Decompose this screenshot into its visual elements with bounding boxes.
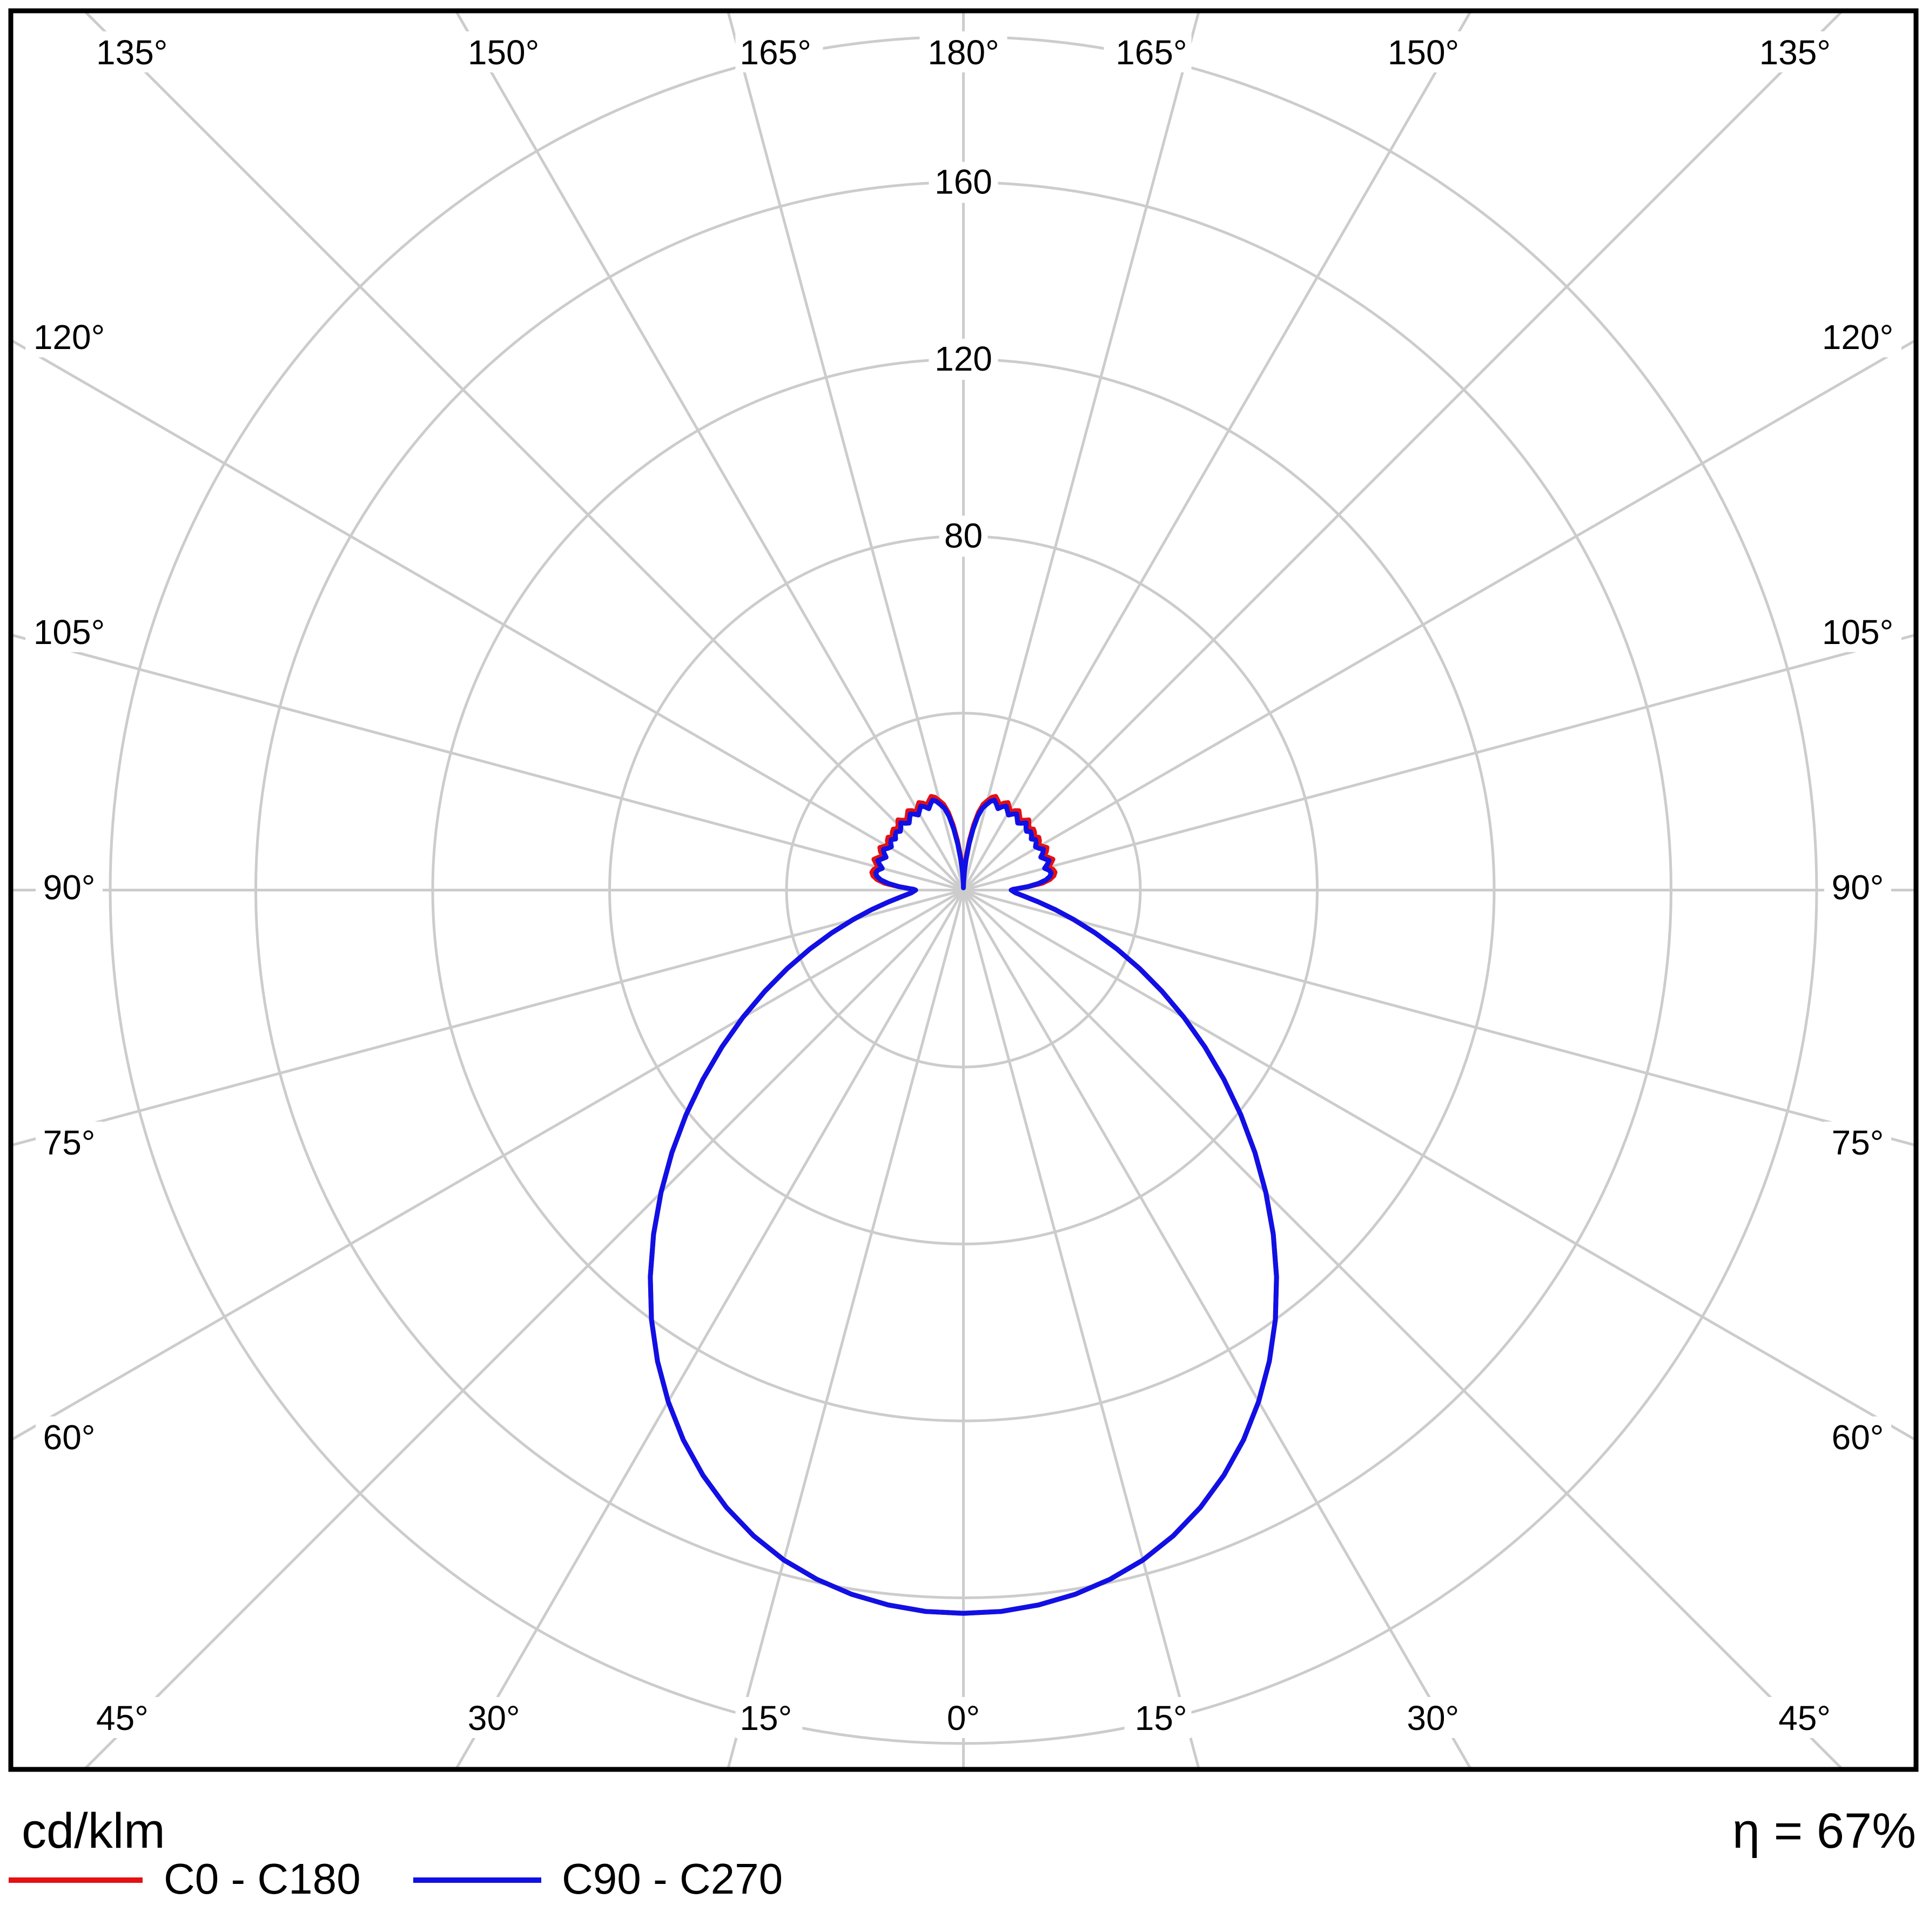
svg-text:120: 120 <box>935 339 992 378</box>
svg-text:15°: 15° <box>740 1699 792 1738</box>
svg-text:135°: 135° <box>96 33 167 72</box>
svg-text:105°: 105° <box>33 613 105 652</box>
svg-text:15°: 15° <box>1135 1699 1187 1738</box>
svg-text:180°: 180° <box>927 33 999 72</box>
svg-text:80: 80 <box>944 516 983 555</box>
svg-text:C90 - C270: C90 - C270 <box>562 1855 783 1903</box>
svg-text:160: 160 <box>935 162 992 201</box>
svg-text:120°: 120° <box>33 318 105 357</box>
svg-text:45°: 45° <box>1778 1699 1831 1738</box>
svg-text:135°: 135° <box>1759 33 1831 72</box>
svg-text:150°: 150° <box>468 33 539 72</box>
svg-text:C0 - C180: C0 - C180 <box>164 1855 361 1903</box>
svg-text:45°: 45° <box>96 1699 149 1738</box>
svg-text:60°: 60° <box>1832 1418 1884 1457</box>
svg-text:0°: 0° <box>947 1699 980 1738</box>
svg-text:30°: 30° <box>468 1699 520 1738</box>
svg-text:75°: 75° <box>43 1123 96 1162</box>
svg-text:105°: 105° <box>1822 613 1893 652</box>
svg-text:cd/klm: cd/klm <box>22 1803 165 1859</box>
svg-text:165°: 165° <box>1115 33 1187 72</box>
svg-text:120°: 120° <box>1822 318 1893 357</box>
svg-text:60°: 60° <box>43 1418 96 1457</box>
svg-text:90°: 90° <box>43 868 96 907</box>
svg-text:90°: 90° <box>1832 868 1884 907</box>
svg-text:30°: 30° <box>1407 1699 1459 1738</box>
svg-text:150°: 150° <box>1388 33 1459 72</box>
svg-text:75°: 75° <box>1832 1123 1884 1162</box>
svg-text:η = 67%: η = 67% <box>1732 1803 1916 1859</box>
svg-text:165°: 165° <box>740 33 811 72</box>
